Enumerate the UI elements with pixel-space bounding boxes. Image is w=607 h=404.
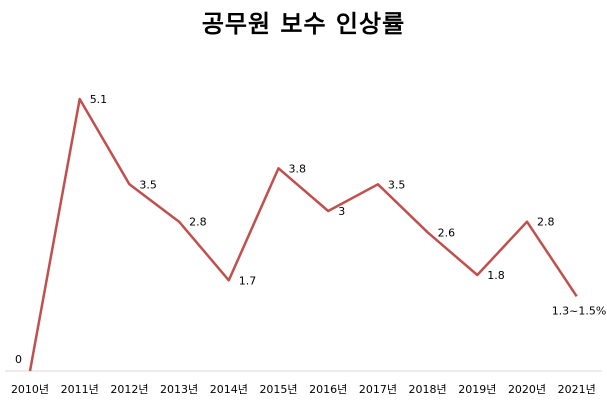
data-label: 3.5 [139,178,157,191]
x-tick-label: 2011년 [61,383,99,396]
x-tick-label: 2013년 [160,383,198,396]
x-tick-label: 2015년 [259,383,297,396]
data-label: 0 [15,353,22,366]
data-label: 3.5 [388,178,406,191]
x-tick-label: 2014년 [210,383,248,396]
x-tick-label: 2016년 [309,383,347,396]
data-label: 3.8 [289,162,307,175]
x-tick-label: 2020년 [508,383,546,396]
chart-title: 공무원 보수 인상률 [201,10,406,38]
x-tick-label: 2017년 [359,383,397,396]
data-label: 5.1 [90,93,108,106]
data-label: 1.3~1.5% [552,304,607,317]
data-label: 2.6 [438,226,456,239]
series-line [28,97,578,372]
data-label: 1.8 [487,269,505,282]
x-tick-label: 2018년 [409,383,447,396]
x-tick-label: 2010년 [11,383,49,396]
data-label: 3 [338,205,345,218]
data-label: 1.7 [239,274,256,287]
x-tick-label: 2021년 [558,383,596,396]
x-tick-label: 2019년 [458,383,496,396]
data-label: 2.8 [189,216,207,229]
x-tick-label: 2012년 [110,383,148,396]
data-label: 2.8 [537,216,555,229]
